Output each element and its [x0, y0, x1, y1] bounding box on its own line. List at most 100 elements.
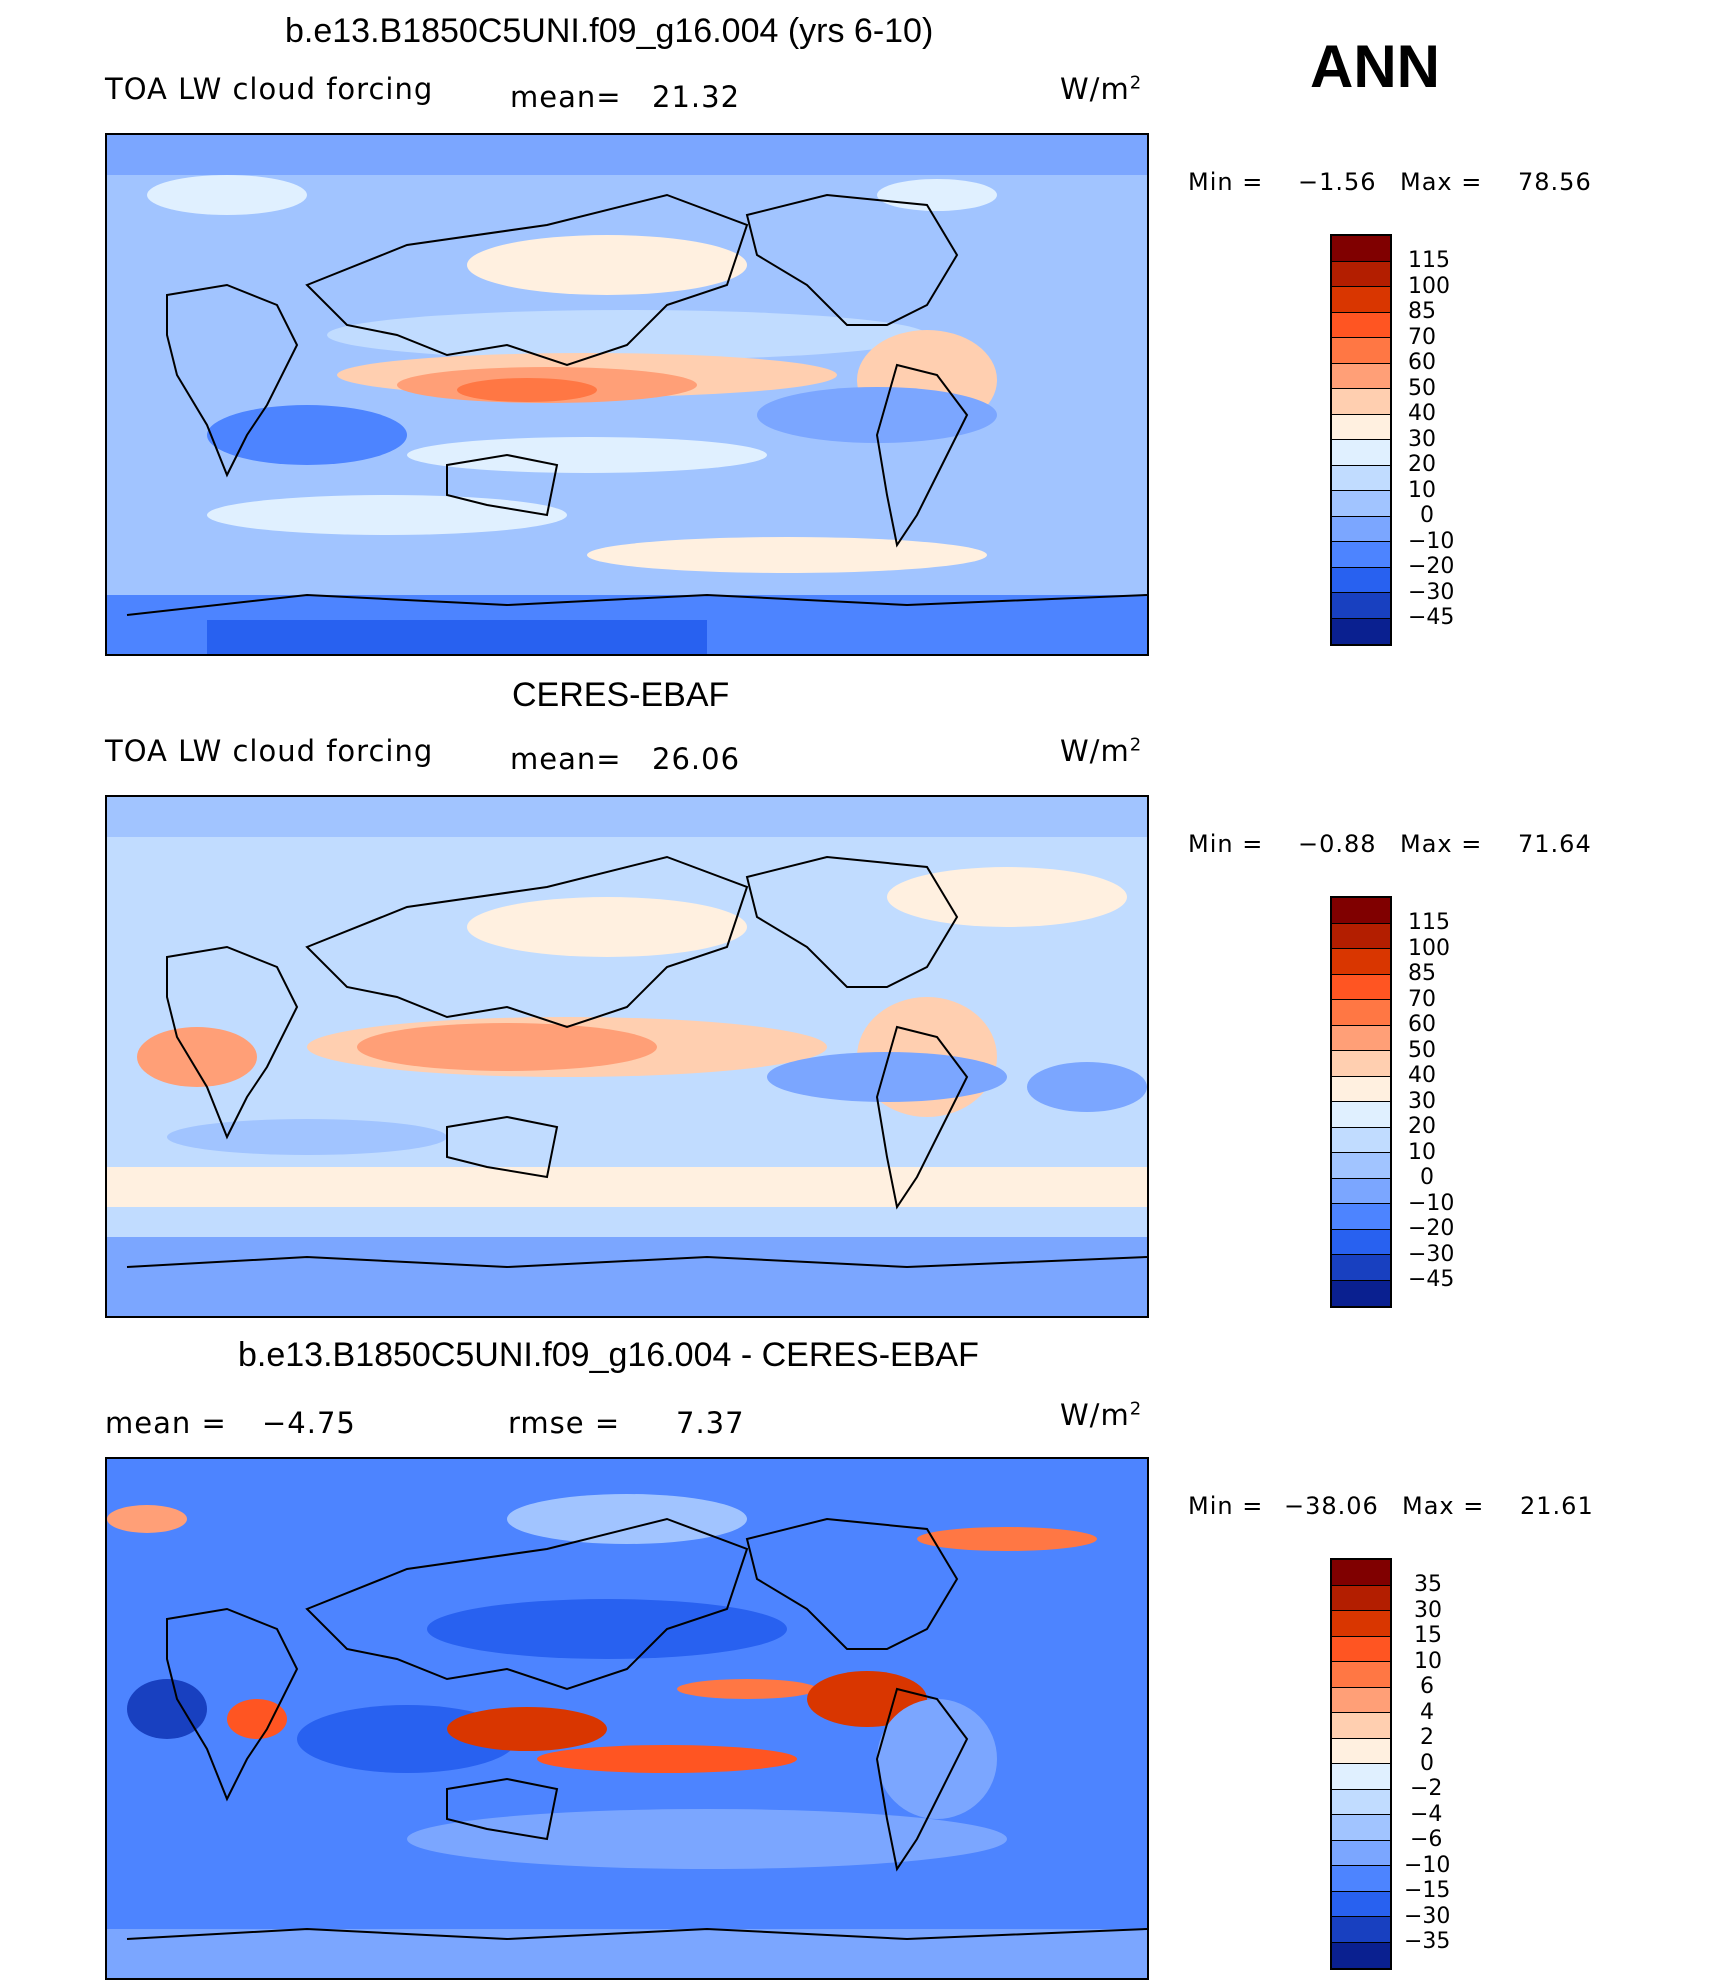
colorbar-label: 115	[1408, 910, 1450, 935]
colorbar-swatch	[1332, 1204, 1390, 1230]
colorbar-label: 10	[1414, 1649, 1442, 1674]
panel1-max-label: Max =	[1400, 168, 1483, 196]
colorbar-swatch	[1332, 1611, 1390, 1637]
panel1-min-label: Min =	[1188, 168, 1264, 196]
colorbar-label: −30	[1404, 1904, 1451, 1929]
colorbar-label: −10	[1404, 1853, 1451, 1878]
colorbar-label: −10	[1408, 529, 1455, 554]
colorbar-label: 20	[1408, 452, 1436, 477]
colorbar-swatch	[1332, 261, 1390, 287]
colorbar-swatch	[1332, 1840, 1390, 1866]
panel2-max-value: 71.64	[1518, 830, 1592, 858]
colorbar-label: 30	[1408, 427, 1436, 452]
colorbar-label: −20	[1408, 1216, 1455, 1241]
colorbar-label: −15	[1404, 1878, 1451, 1903]
colorbar-label: −45	[1408, 1267, 1455, 1292]
colorbar-label: 20	[1408, 1114, 1436, 1139]
colorbar-swatch	[1332, 618, 1390, 644]
colorbar-swatch	[1332, 1815, 1390, 1841]
panel1-title: b.e13.B1850C5UNI.f09_g16.004 (yrs 6-10)	[285, 12, 934, 50]
colorbar-label: 10	[1408, 1140, 1436, 1165]
panel3-rmse-label: rmse =	[508, 1406, 621, 1440]
panel3-map	[105, 1457, 1149, 1980]
colorbar-swatch	[1332, 1636, 1390, 1662]
colorbar-label: 4	[1420, 1700, 1434, 1725]
colorbar-label: −30	[1408, 580, 1455, 605]
panel3-contour-field	[107, 1459, 1147, 1978]
colorbar-label: 60	[1408, 350, 1436, 375]
panel2-colorbar	[1330, 896, 1392, 1308]
colorbar-label: 70	[1408, 987, 1436, 1012]
panel1-colorbar	[1330, 234, 1392, 646]
panel2-contour-field	[107, 797, 1147, 1316]
panel2-mean-label: mean=	[510, 742, 622, 776]
colorbar-label: 15	[1414, 1623, 1442, 1648]
colorbar-label: 10	[1408, 478, 1436, 503]
colorbar-swatch	[1332, 287, 1390, 313]
panel2-title: CERES-EBAF	[512, 676, 730, 714]
panel1-min-value: −1.56	[1298, 168, 1377, 196]
colorbar-swatch	[1332, 593, 1390, 619]
colorbar-label: −35	[1404, 1929, 1451, 1954]
colorbar-label: −6	[1410, 1827, 1443, 1852]
colorbar-swatch	[1332, 1942, 1390, 1968]
colorbar-label: 40	[1408, 401, 1436, 426]
season-label: ANN	[1310, 33, 1440, 100]
colorbar-swatch	[1332, 1687, 1390, 1713]
colorbar-label: 50	[1408, 376, 1436, 401]
colorbar-swatch	[1332, 516, 1390, 542]
colorbar-label: −10	[1408, 1191, 1455, 1216]
colorbar-swatch	[1332, 1560, 1390, 1586]
colorbar-label: −45	[1408, 605, 1455, 630]
colorbar-swatch	[1332, 1000, 1390, 1026]
colorbar-label: 85	[1408, 961, 1436, 986]
colorbar-swatch	[1332, 1051, 1390, 1077]
colorbar-swatch	[1332, 1866, 1390, 1892]
panel3-rmse-value: 7.37	[676, 1406, 745, 1440]
panel1-contour-field	[107, 135, 1147, 654]
colorbar-label: 6	[1420, 1674, 1434, 1699]
colorbar-swatch	[1332, 1891, 1390, 1917]
colorbar-swatch	[1332, 414, 1390, 440]
colorbar-swatch	[1332, 1764, 1390, 1790]
colorbar-swatch	[1332, 1789, 1390, 1815]
colorbar-label: 60	[1408, 1012, 1436, 1037]
panel2-map	[105, 795, 1149, 1318]
colorbar-label: 85	[1408, 299, 1436, 324]
panel3-max-value: 21.61	[1520, 1492, 1594, 1520]
colorbar-label: 100	[1408, 274, 1450, 299]
colorbar-swatch	[1332, 1585, 1390, 1611]
panel2-mean-value: 26.06	[652, 742, 741, 776]
colorbar-swatch	[1332, 236, 1390, 262]
colorbar-swatch	[1332, 1076, 1390, 1102]
colorbar-label: −20	[1408, 554, 1455, 579]
colorbar-swatch	[1332, 949, 1390, 975]
panel1-max-value: 78.56	[1518, 168, 1592, 196]
colorbar-swatch	[1332, 1178, 1390, 1204]
colorbar-label: 2	[1420, 1725, 1434, 1750]
colorbar-label: 100	[1408, 936, 1450, 961]
colorbar-swatch	[1332, 1025, 1390, 1051]
colorbar-swatch	[1332, 491, 1390, 517]
panel3-max-label: Max =	[1402, 1492, 1485, 1520]
colorbar-swatch	[1332, 974, 1390, 1000]
panel2-min-label: Min =	[1188, 830, 1264, 858]
colorbar-label: 35	[1414, 1572, 1442, 1597]
panel1-map	[105, 133, 1149, 656]
colorbar-swatch	[1332, 542, 1390, 568]
colorbar-swatch	[1332, 1229, 1390, 1255]
colorbar-swatch	[1332, 567, 1390, 593]
panel3-min-label: Min =	[1188, 1492, 1264, 1520]
panel3-mean-label: mean =	[105, 1406, 227, 1440]
panel1-units: W/m2	[1060, 72, 1143, 106]
colorbar-swatch	[1332, 363, 1390, 389]
colorbar-swatch	[1332, 1102, 1390, 1128]
colorbar-label: 30	[1408, 1089, 1436, 1114]
colorbar-label: 115	[1408, 248, 1450, 273]
panel3-title: b.e13.B1850C5UNI.f09_g16.004 - CERES-EBA…	[238, 1336, 979, 1374]
panel1-variable-label: TOA LW cloud forcing	[105, 72, 434, 106]
colorbar-swatch	[1332, 312, 1390, 338]
colorbar-swatch	[1332, 898, 1390, 924]
colorbar-swatch	[1332, 389, 1390, 415]
colorbar-swatch	[1332, 1738, 1390, 1764]
